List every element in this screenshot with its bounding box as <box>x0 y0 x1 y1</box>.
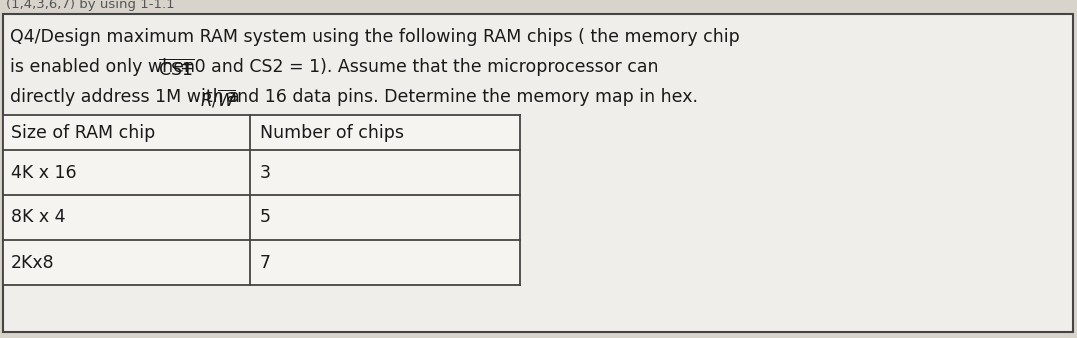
Text: directly address 1M with a: directly address 1M with a <box>10 88 246 106</box>
Text: 2Kx8: 2Kx8 <box>11 254 55 271</box>
Text: and 16 data pins. Determine the memory map in hex.: and 16 data pins. Determine the memory m… <box>221 88 698 106</box>
Text: Q4/Design maximum RAM system using the following RAM chips ( the memory chip: Q4/Design maximum RAM system using the f… <box>10 28 740 46</box>
Text: Number of chips: Number of chips <box>260 123 404 142</box>
Text: 4K x 16: 4K x 16 <box>11 164 76 182</box>
Text: is enabled only when: is enabled only when <box>10 58 200 76</box>
Text: 3: 3 <box>260 164 271 182</box>
Text: $R/\overline{W}$: $R/\overline{W}$ <box>200 88 237 110</box>
Text: =0 and CS2 = 1). Assume that the microprocessor can: =0 and CS2 = 1). Assume that the micropr… <box>180 58 659 76</box>
Text: 8K x 4: 8K x 4 <box>11 209 66 226</box>
Bar <box>3 115 520 285</box>
Text: (1,4,3,6,7) by using 1-1.1: (1,4,3,6,7) by using 1-1.1 <box>6 0 174 11</box>
Text: Size of RAM chip: Size of RAM chip <box>11 123 155 142</box>
Text: 7: 7 <box>260 254 271 271</box>
Text: 5: 5 <box>260 209 271 226</box>
Text: $\overline{\sf{CS1}}$: $\overline{\sf{CS1}}$ <box>158 58 194 79</box>
